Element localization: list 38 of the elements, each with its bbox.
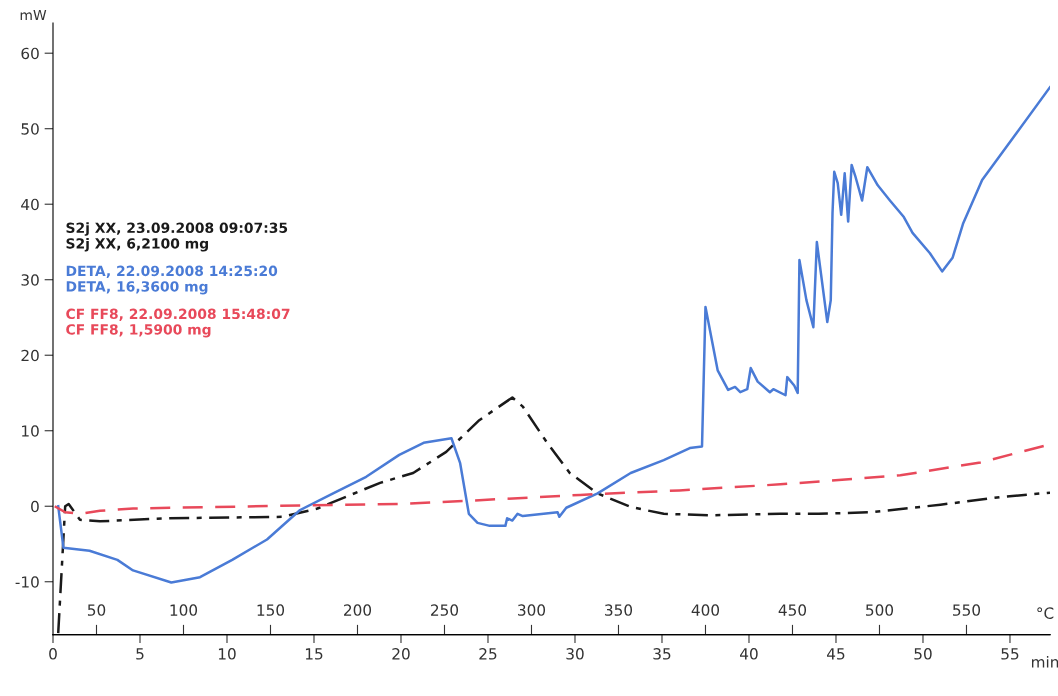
x2-tick-label: 100 (170, 604, 198, 616)
x2-tick-label: 150 (257, 604, 285, 616)
x-tick-label: 0 (49, 648, 57, 660)
y-tick-label: 60 (21, 47, 39, 60)
x2-tick-label: 200 (344, 604, 372, 616)
y-tick-label: 30 (21, 274, 39, 286)
x-tick-label: 45 (827, 648, 845, 660)
x-tick-label: 5 (136, 648, 144, 660)
y-tick-label: -10 (15, 576, 39, 588)
x2-tick-label: 350 (605, 604, 633, 616)
x-tick-label: 15 (305, 648, 323, 660)
y-tick-label: 0 (31, 500, 39, 513)
x-tick-label: 30 (566, 648, 584, 660)
y-tick-label: 20 (21, 349, 39, 362)
x-tick-label: 35 (653, 648, 671, 660)
x2-tick-label: 550 (953, 604, 981, 616)
x2-tick-label: 450 (778, 604, 807, 616)
x-tick-label: 55 (1001, 648, 1019, 660)
x-axis-title: min (1032, 656, 1058, 668)
y-tick-label: 40 (21, 198, 39, 211)
x-tick-label: 40 (740, 648, 758, 660)
x-tick-label: 10 (218, 648, 236, 660)
y-tick-label: 10 (22, 425, 39, 437)
x2-tick-label: 250 (431, 604, 459, 616)
x2-tick-label: 300 (518, 604, 546, 616)
y-tick-label: 50 (21, 123, 39, 135)
line-series (56, 85, 1050, 584)
x2-tick-label: 50 (87, 604, 106, 616)
x-tick-label: 20 (392, 648, 410, 660)
y-axis-title: mW (20, 9, 47, 21)
x-tick-label: 25 (479, 648, 497, 660)
text: DETA, 22.09.2008 14:25:20 DETA, 16,3600 mg (66, 265, 278, 295)
x2-tick-label: 500 (866, 604, 894, 616)
x2-axis-title: °C (1037, 607, 1054, 619)
text: S2j XX, 23.09.2008 09:07:35 S2j XX, 6,2100 mg (66, 222, 288, 252)
x-tick-label: 50 (914, 648, 932, 660)
text: CF FF8, 22.09.2008 15:48:07 CF FF8, 1,5900 mg (66, 308, 290, 338)
x2-tick-label: 400 (691, 604, 720, 616)
